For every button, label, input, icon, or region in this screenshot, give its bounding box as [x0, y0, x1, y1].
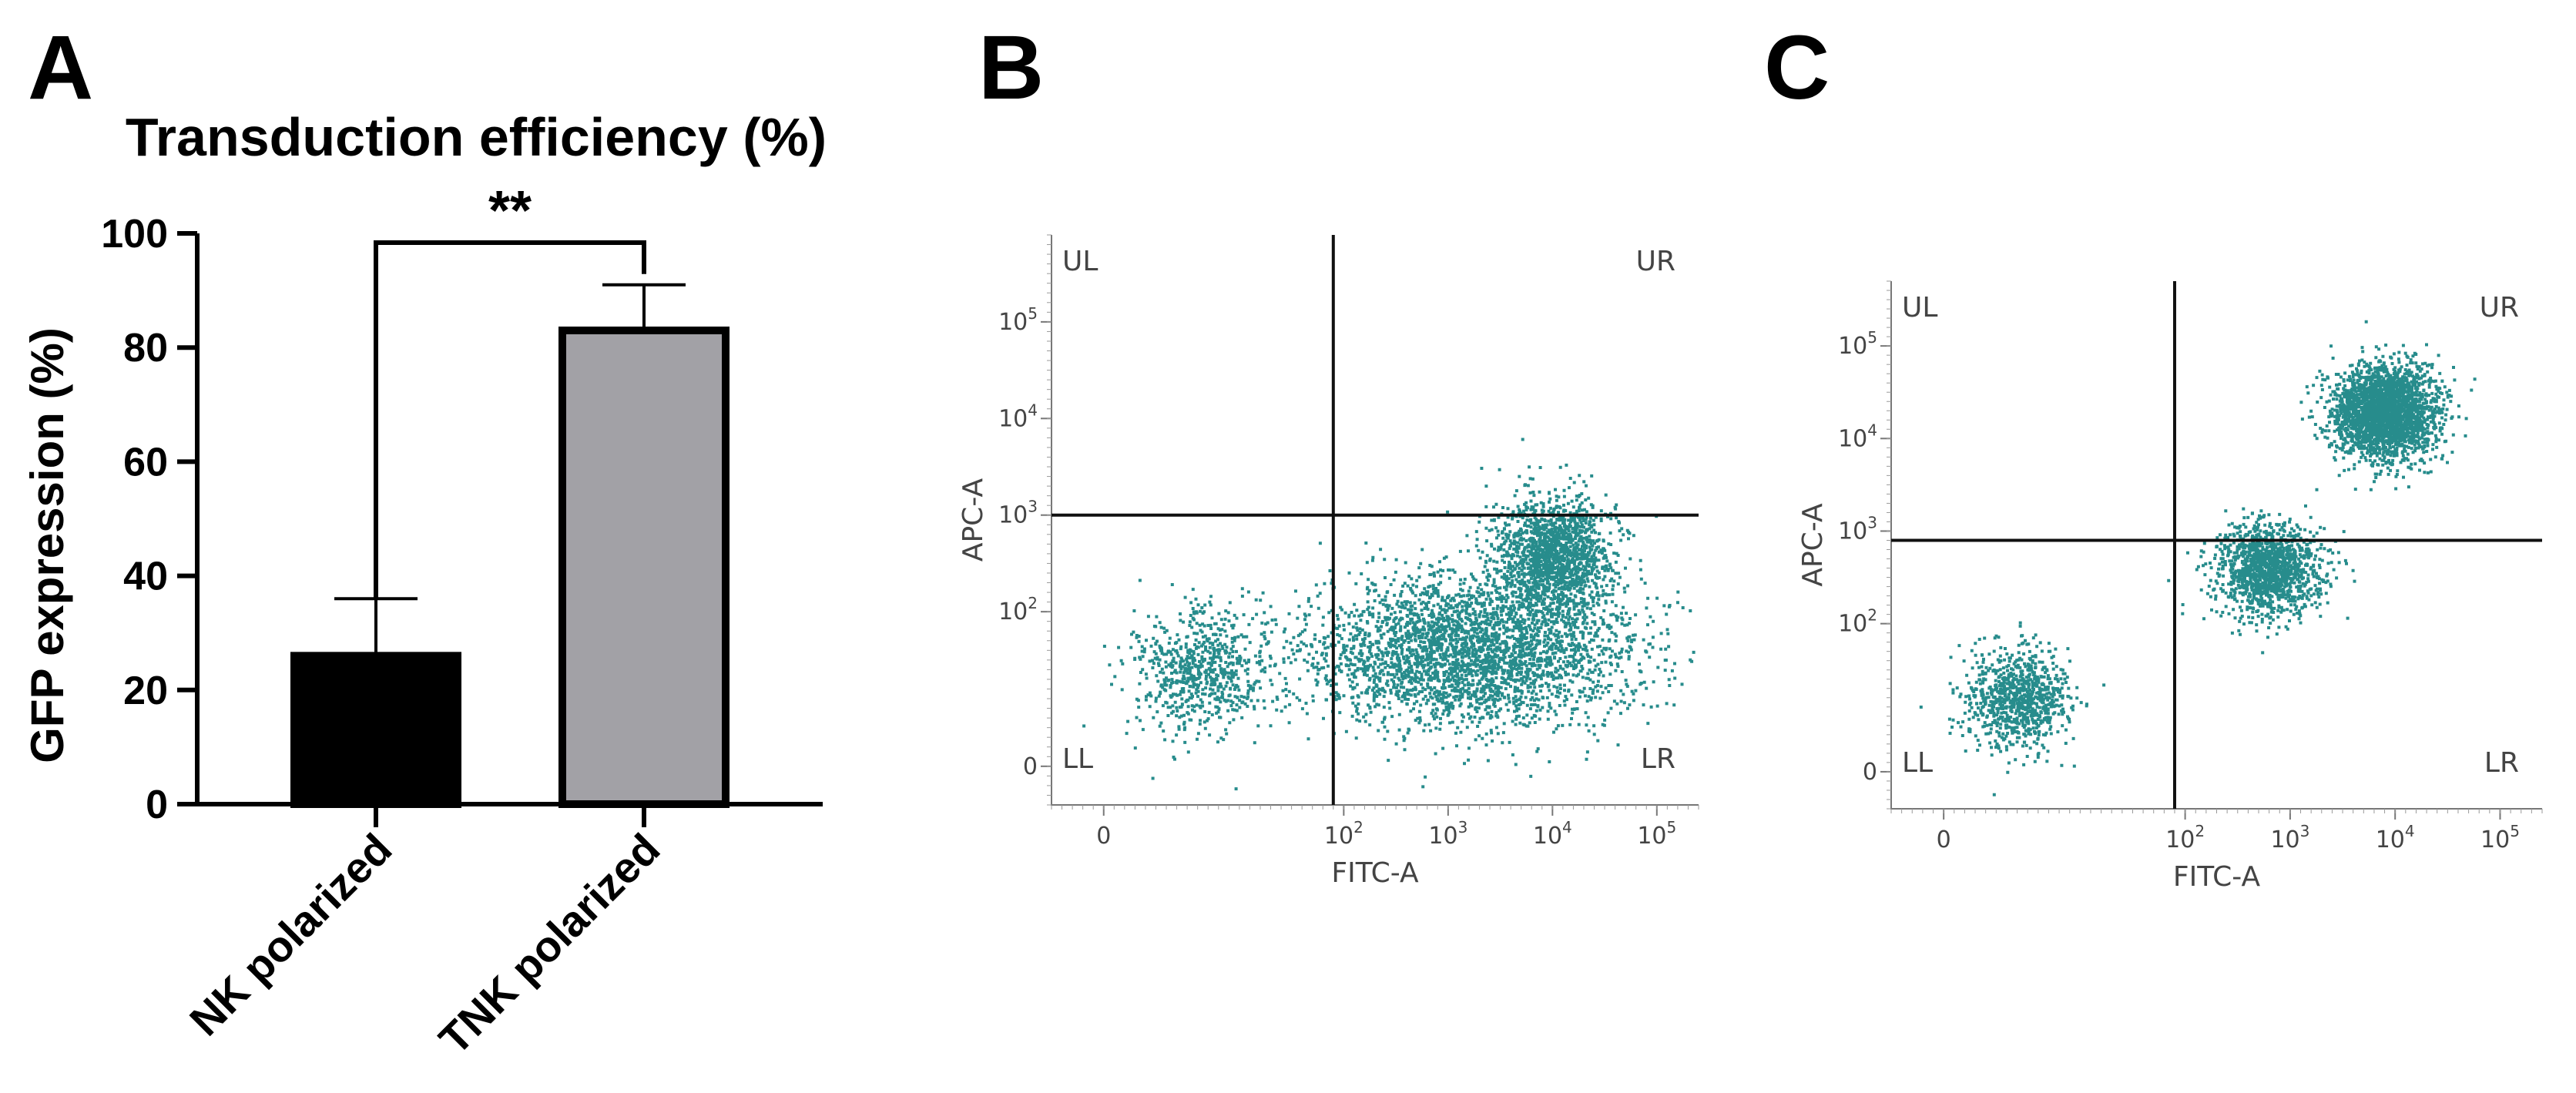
quadrant-label-ur: UR	[1636, 246, 1675, 277]
significance-label: **	[488, 180, 532, 242]
quadrant-label-ur: UR	[2480, 292, 2519, 324]
panel-a: A Transduction efficiency (%) GFP expres…	[22, 17, 827, 1064]
panel-c-events	[1919, 320, 2477, 796]
panel-a-significance-bracket: **	[374, 180, 646, 599]
panel-a-title: Transduction efficiency (%)	[126, 107, 827, 167]
y-tick-label: 102	[1838, 606, 1877, 638]
x-tick-label: 0	[1937, 826, 1951, 853]
x-tick-label: 103	[1428, 818, 1467, 850]
y-tick-label: 105	[998, 304, 1038, 336]
y-tick-label: 60	[123, 440, 168, 484]
panel-c-y-axis-label: APC-A	[1797, 503, 1829, 587]
x-tick-label: 105	[1637, 818, 1676, 850]
quadrant-label-ll: LL	[1902, 747, 1933, 779]
x-tick-label: 104	[1533, 818, 1572, 850]
panel-a-axes	[195, 233, 823, 806]
category-label-1: NK polarized	[180, 824, 401, 1045]
x-tick-label: 102	[2165, 822, 2205, 853]
panel-a-y-axis-label: GFP expression (%)	[22, 327, 73, 763]
panel-c-letter: C	[1764, 17, 1830, 119]
panel-a-y-ticks: 0 20 40 60 80 100	[101, 212, 197, 827]
panel-b-events	[1082, 438, 1696, 791]
panel-b-event-points	[1082, 438, 1696, 791]
x-tick-label: 105	[2480, 822, 2520, 853]
panel-a-letter: A	[28, 17, 93, 119]
panel-b-flow-plot: 0 102 103 104 105 0 102 103 104 105 UL UR LL LR FITC-A…	[958, 234, 1699, 889]
y-tick-label: 104	[1838, 421, 1877, 452]
y-tick-label: 0	[1863, 759, 1877, 786]
x-tick-label: 103	[2270, 822, 2309, 853]
category-label-2: TNK polarized	[430, 824, 669, 1064]
panel-b: B 0 102 103 104 105 0 102 103 104 105 UL UR LL LR FITC…	[958, 17, 1699, 889]
quadrant-label-lr: LR	[1641, 743, 1675, 775]
y-tick-label: 0	[146, 783, 168, 827]
y-tick-label: 40	[123, 555, 168, 599]
y-tick-label: 104	[998, 401, 1038, 432]
quadrant-label-ul: UL	[1062, 246, 1098, 277]
y-tick-label: 0	[1023, 753, 1038, 780]
x-tick-label: 102	[1324, 818, 1363, 850]
panel-c-x-axis-label: FITC-A	[2173, 861, 2261, 893]
panel-b-y-axis-label: APC-A	[958, 478, 989, 562]
y-tick-label: 80	[123, 326, 168, 370]
quadrant-label-ll: LL	[1062, 743, 1093, 775]
quadrant-label-ul: UL	[1902, 292, 1937, 324]
significance-bracket-line	[374, 240, 646, 599]
y-tick-label: 103	[998, 498, 1038, 529]
y-tick-label: 103	[1838, 513, 1877, 545]
y-tick-label: 102	[998, 594, 1038, 625]
x-tick-label: 104	[2376, 822, 2415, 853]
panel-c-flow-plot: 0 102 103 104 105 0 102 103 104 105 UL UR LL LR FITC-A…	[1797, 280, 2543, 893]
panel-b-letter: B	[978, 17, 1044, 119]
panel-b-x-axis-label: FITC-A	[1331, 857, 1419, 889]
bar-1	[290, 652, 461, 809]
panel-c-event-points	[1919, 320, 2477, 796]
y-tick-label: 20	[123, 669, 168, 713]
y-tick-label: 100	[101, 212, 168, 256]
quadrant-label-lr: LR	[2484, 747, 2519, 779]
panel-a-category-labels: NK polarized TNK polarized	[180, 824, 669, 1064]
bar-2	[558, 326, 730, 809]
panel-c: C 0 102 103 104 105 0 102 103 104 105 UL UR LL LR FITC…	[1764, 17, 2543, 893]
y-tick-label: 105	[1838, 328, 1877, 360]
panel-a-bars	[290, 283, 730, 827]
x-tick-label: 0	[1096, 823, 1111, 850]
